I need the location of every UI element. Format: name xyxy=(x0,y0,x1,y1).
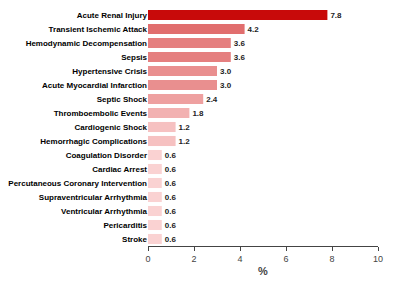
svg-text:4.2: 4.2 xyxy=(248,25,260,34)
svg-text:Coagulation Disorder: Coagulation Disorder xyxy=(66,151,147,160)
svg-text:Cardiac Arrest: Cardiac Arrest xyxy=(92,165,147,174)
svg-text:10: 10 xyxy=(373,254,383,264)
svg-text:0.6: 0.6 xyxy=(165,179,177,188)
svg-text:0.6: 0.6 xyxy=(165,207,177,216)
svg-text:0.6: 0.6 xyxy=(165,221,177,230)
svg-text:Ventricular Arrhythmia: Ventricular Arrhythmia xyxy=(61,207,148,216)
svg-text:2.4: 2.4 xyxy=(206,95,218,104)
svg-text:3.0: 3.0 xyxy=(220,81,232,90)
svg-text:Acute Renal Injury: Acute Renal Injury xyxy=(77,11,148,20)
svg-text:3.6: 3.6 xyxy=(234,39,246,48)
svg-text:Cardiogenic Shock: Cardiogenic Shock xyxy=(75,123,148,132)
svg-text:Hemorrhagic Complications: Hemorrhagic Complications xyxy=(40,137,147,146)
svg-text:Septic Shock: Septic Shock xyxy=(97,95,148,104)
svg-text:0.6: 0.6 xyxy=(165,151,177,160)
svg-text:Transient Ischemic Attack: Transient Ischemic Attack xyxy=(49,25,148,34)
svg-text:4: 4 xyxy=(237,254,242,264)
svg-text:Stroke: Stroke xyxy=(122,235,147,244)
svg-text:3.6: 3.6 xyxy=(234,53,246,62)
svg-text:Pericarditis: Pericarditis xyxy=(103,221,147,230)
svg-text:%: % xyxy=(258,265,268,277)
svg-text:3.0: 3.0 xyxy=(220,67,232,76)
svg-text:0.6: 0.6 xyxy=(165,235,177,244)
svg-text:Acute Myocardial Infarction: Acute Myocardial Infarction xyxy=(42,81,147,90)
svg-text:0: 0 xyxy=(145,254,150,264)
svg-text:6: 6 xyxy=(283,254,288,264)
svg-text:1.8: 1.8 xyxy=(192,109,204,118)
svg-text:Hemodynamic Decompensation: Hemodynamic Decompensation xyxy=(26,39,147,48)
svg-text:Sepsis: Sepsis xyxy=(121,53,147,62)
svg-text:Supraventricular Arrhythmia: Supraventricular Arrhythmia xyxy=(39,193,148,202)
svg-text:1.2: 1.2 xyxy=(179,137,191,146)
svg-text:8: 8 xyxy=(329,254,334,264)
svg-text:2: 2 xyxy=(191,254,196,264)
svg-text:Hypertensive Crisis: Hypertensive Crisis xyxy=(72,67,147,76)
svg-text:Thromboembolic Events: Thromboembolic Events xyxy=(54,109,148,118)
svg-text:1.2: 1.2 xyxy=(179,123,191,132)
svg-text:Percutaneous Coronary Interven: Percutaneous Coronary Intervention xyxy=(8,179,147,188)
svg-text:7.8: 7.8 xyxy=(330,11,342,20)
svg-text:0.6: 0.6 xyxy=(165,165,177,174)
svg-text:0.6: 0.6 xyxy=(165,193,177,202)
